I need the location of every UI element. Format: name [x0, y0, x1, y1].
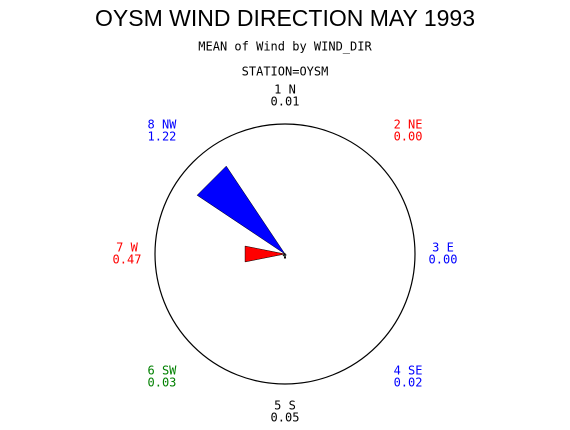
direction-label: 8 NW	[148, 117, 178, 131]
value-label: 0.00	[394, 129, 423, 143]
value-label: 0.03	[148, 376, 177, 390]
group-label: STATION=OYSM	[242, 65, 329, 79]
wedge	[282, 253, 286, 257]
direction-label: 7 W	[116, 241, 138, 255]
direction-label: 3 E	[432, 241, 454, 255]
wedge	[284, 253, 287, 256]
value-label: 0.47	[113, 253, 142, 267]
direction-label: 1 N	[274, 83, 296, 97]
direction-label: 4 SE	[394, 364, 423, 378]
value-label: 1.22	[148, 129, 177, 143]
wedge	[196, 165, 286, 255]
rose-circle	[154, 123, 416, 385]
value-label: 0.05	[271, 411, 300, 425]
wedge	[244, 245, 286, 263]
value-label: 0.01	[271, 95, 300, 109]
wedge	[283, 253, 287, 259]
direction-label: 6 SW	[148, 364, 178, 378]
direction-label: 2 NE	[394, 117, 423, 131]
chart-subtitle: MEAN of Wind by WIND_DIR	[198, 40, 372, 54]
chart-title: OYSM WIND DIRECTION MAY 1993	[95, 5, 475, 31]
value-label: 0.02	[394, 376, 423, 390]
direction-label: 5 S	[274, 399, 296, 413]
value-label: 0.00	[429, 253, 458, 267]
